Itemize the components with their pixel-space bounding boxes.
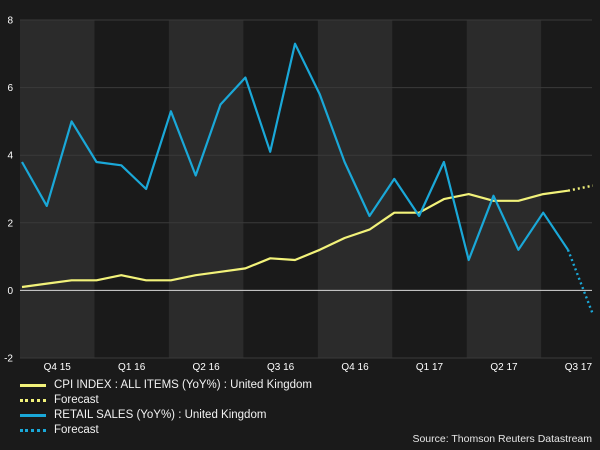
- legend-item-cpi-forecast: Forecast: [20, 393, 312, 408]
- x-tick-label: Q4 15: [44, 362, 72, 373]
- legend-swatch-retail: [20, 414, 46, 417]
- x-tick-label: Q4 16: [341, 362, 369, 373]
- y-tick-label: 0: [7, 286, 13, 297]
- series-lines: [21, 42, 594, 315]
- x-tick-label: Q2 16: [193, 362, 221, 373]
- legend-label-cpi: CPI INDEX : ALL ITEMS (YoY%) : United Ki…: [54, 379, 313, 391]
- legend-swatch-cpi: [20, 384, 46, 387]
- legend: CPI INDEX : ALL ITEMS (YoY%) : United Ki…: [20, 378, 312, 438]
- legend-item-cpi: CPI INDEX : ALL ITEMS (YoY%) : United Ki…: [20, 378, 312, 393]
- legend-label-cpi-forecast: Forecast: [54, 394, 99, 406]
- x-tick-label: Q3 16: [267, 362, 295, 373]
- quarter-band: [317, 20, 393, 358]
- legend-item-retail: RETAIL SALES (YoY%) : United Kingdom: [20, 408, 312, 423]
- y-tick-label: 8: [7, 16, 13, 27]
- quarter-band: [466, 20, 542, 358]
- legend-swatch-retail-forecast: [20, 429, 46, 432]
- series-line-1: [21, 42, 569, 262]
- forecast-line-0: [567, 184, 594, 192]
- source-note: Source: Thomson Reuters Datastream: [412, 433, 592, 445]
- gridlines: [20, 19, 592, 359]
- legend-label-retail: RETAIL SALES (YoY%) : United Kingdom: [54, 409, 267, 421]
- quarter-bands: [20, 20, 592, 358]
- y-tick-label: 4: [7, 151, 13, 162]
- legend-label-retail-forecast: Forecast: [54, 424, 99, 436]
- y-tick-label: 6: [7, 83, 13, 94]
- y-tick-label: 2: [7, 218, 13, 229]
- y-axis-tick-labels: -2 0 2 4 6 8: [4, 16, 13, 365]
- x-axis-tick-labels: Q4 15 Q1 16 Q2 16 Q3 16 Q4 16 Q1 17 Q2 17 Q3 17: [44, 362, 593, 373]
- legend-swatch-cpi-forecast: [20, 399, 46, 402]
- x-tick-label: Q1 17: [416, 362, 444, 373]
- y-tick-label: -2: [4, 354, 13, 365]
- quarter-band: [20, 20, 95, 358]
- x-tick-label: Q1 16: [118, 362, 146, 373]
- x-tick-label: Q2 17: [490, 362, 518, 373]
- series-line-0: [21, 189, 569, 289]
- legend-item-retail-forecast: Forecast: [20, 423, 312, 438]
- forecast-line-1: [566, 249, 594, 315]
- x-tick-label: Q3 17: [565, 362, 593, 373]
- quarter-band: [168, 20, 244, 358]
